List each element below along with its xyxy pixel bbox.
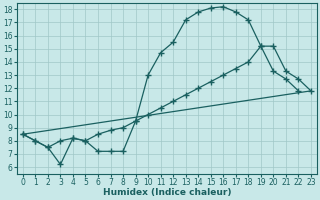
- X-axis label: Humidex (Indice chaleur): Humidex (Indice chaleur): [103, 188, 231, 197]
